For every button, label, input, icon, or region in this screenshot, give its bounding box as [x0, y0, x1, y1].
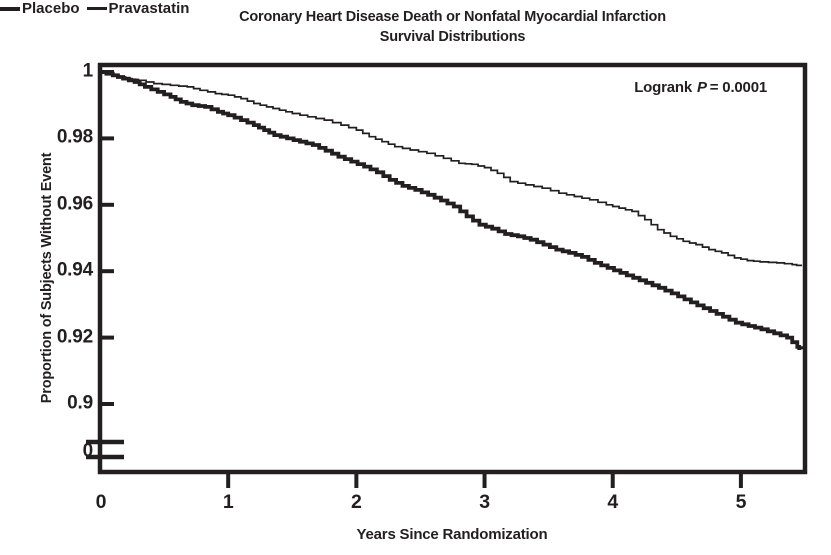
x-tick-label: 0 [95, 491, 107, 513]
legend-label: Pravastatin [108, 0, 190, 17]
y-tick-label: 0.96 [56, 193, 93, 215]
logrank-annotation: Logrank P = 0.0001 [634, 79, 767, 96]
placebo-curve [100, 70, 804, 350]
x-axis-title: Years Since Randomization [356, 526, 548, 543]
legend-line-swatch-thin [86, 7, 107, 10]
y-tick-label: 1 [82, 60, 94, 82]
logrank-prefix: Logrank [634, 79, 692, 96]
x-tick-label: 3 [479, 491, 490, 513]
chart-title-line-2: Survival Distributions [379, 29, 526, 45]
chart-legend: Placebo Pravastatin [0, 0, 831, 17]
y-axis-title: Proportion of Subjects Without Event [39, 152, 55, 404]
plot-border [97, 62, 808, 475]
logrank-value: = 0.0001 [709, 79, 767, 96]
y-tick-label: 0.92 [56, 326, 93, 348]
legend-line-swatch-thick [0, 6, 20, 11]
legend-label: Placebo [22, 0, 80, 17]
pravastatin-curve [100, 71, 803, 267]
y-tick-label: 0.94 [56, 259, 93, 281]
x-tick-label: 2 [351, 491, 362, 513]
x-tick-label: 4 [607, 491, 619, 513]
y-tick-label: 0 [82, 440, 94, 462]
logrank-p-symbol: P [696, 79, 707, 96]
y-tick-label: 0.9 [67, 392, 93, 414]
x-tick-label: 5 [735, 491, 747, 513]
legend-item-pravastatin: Pravastatin [86, 0, 190, 17]
chart-title-line-1: Coronary Heart Disease Death or Nonfatal… [239, 9, 666, 25]
legend-item-placebo: Placebo [0, 0, 80, 17]
x-tick-label: 1 [222, 491, 234, 513]
y-tick-label: 0.98 [56, 126, 93, 148]
